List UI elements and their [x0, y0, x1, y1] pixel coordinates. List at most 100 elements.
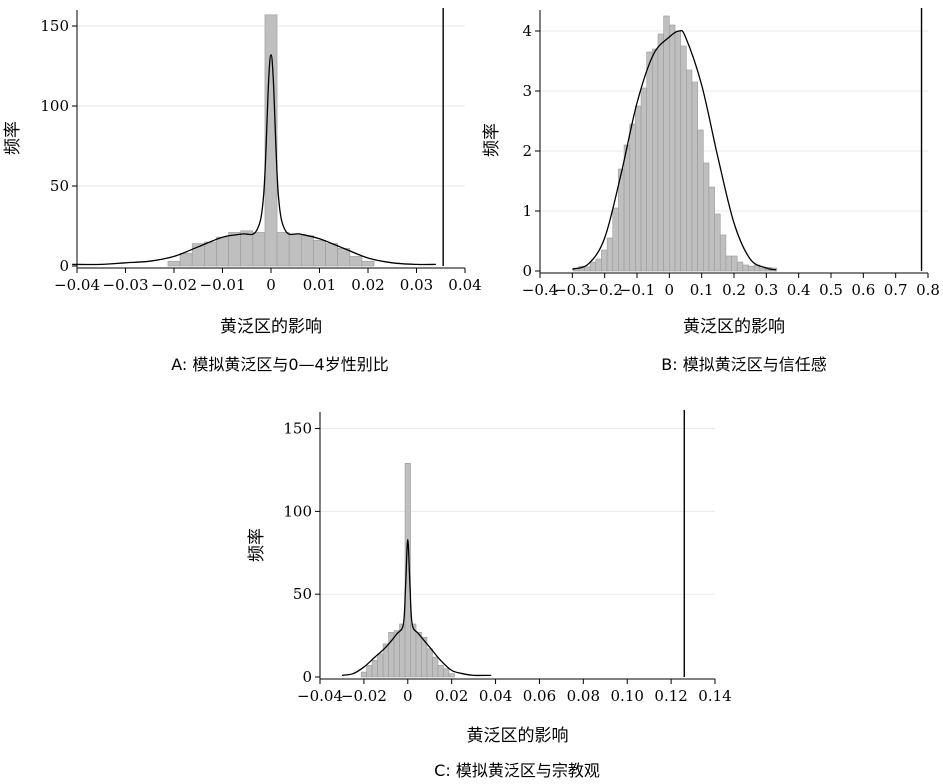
histogram-bar [606, 237, 614, 272]
y-axis-label: 频率 [482, 123, 502, 157]
histogram-bar [399, 623, 406, 678]
x-tick-label: −0.4 [522, 281, 558, 299]
histogram-bar [657, 33, 664, 272]
x-tick-label: 0.03 [400, 276, 433, 294]
histogram-bar [252, 232, 266, 267]
x-tick-label: −0.02 [341, 687, 387, 705]
histogram-bar [674, 30, 681, 272]
histogram-bar [404, 463, 411, 678]
histogram-bar [301, 235, 314, 267]
y-tick-label: 4 [522, 22, 532, 40]
histogram-bar [426, 648, 433, 678]
y-tick-label: 100 [283, 502, 312, 520]
histogram-bar [612, 207, 619, 272]
histogram-bar [216, 236, 229, 267]
y-axis-label: 频率 [247, 528, 267, 562]
histogram-bar [731, 255, 738, 272]
y-tick-label: 150 [283, 420, 312, 438]
x-tick-label: 0.1 [690, 281, 714, 299]
density-curve [572, 29, 777, 271]
histogram-bar [366, 665, 373, 678]
x-tick-label: −0.01 [200, 276, 246, 294]
panel-caption: C: 模拟黄泛区与宗教观 [434, 761, 600, 780]
x-tick-label: 0.10 [611, 687, 644, 705]
x-tick-label: −0.04 [297, 687, 343, 705]
y-tick-label: 100 [40, 97, 69, 115]
x-tick-label: 0.01 [303, 276, 336, 294]
x-tick-label: 0.2 [722, 281, 746, 299]
histogram-bar [584, 266, 591, 272]
histogram-bar [228, 232, 241, 267]
histogram-bar [702, 162, 710, 272]
histogram-bar [652, 48, 659, 272]
x-tick-label: 0.8 [916, 281, 940, 299]
x-tick-label: −0.03 [103, 276, 149, 294]
histogram-bar [742, 264, 749, 272]
x-tick-label: 0.6 [851, 281, 875, 299]
y-axis-label: 频率 [3, 121, 23, 155]
x-axis-label: 黄泛区的影响 [467, 726, 569, 746]
histogram-bar [669, 24, 676, 272]
histogram-bar [415, 631, 422, 678]
x-tick-label: 0.04 [448, 276, 481, 294]
panel-caption: B: 模拟黄泛区与信任感 [661, 355, 826, 374]
y-tick-label: 3 [522, 82, 532, 100]
histogram-bar [686, 69, 693, 272]
panel-a: 0 50 100 150 −0.04 −0.03 −0.02 −0.01 0 0.01 0.02 0.… [3, 8, 482, 374]
histogram-bar [410, 623, 417, 678]
x-tick-label: −0.04 [54, 276, 100, 294]
histogram-bar [377, 653, 384, 678]
x-tick-label: 0.7 [884, 281, 908, 299]
histogram-bar [663, 15, 670, 272]
x-tick-label: −0.1 [619, 281, 655, 299]
histogram-bar [288, 233, 302, 267]
x-axis-label: 黄泛区的影响 [683, 317, 785, 337]
histogram-bar [264, 14, 278, 267]
histogram-bar [601, 249, 608, 272]
histogram-bar [635, 105, 642, 272]
histogram-bar [759, 267, 766, 272]
histogram-bar [691, 81, 698, 272]
panel-c: 0 50 100 150 −0.04−0.02 0 0.02 0.04 0.06 0.08 0.10… [247, 410, 732, 780]
density-curve [341, 538, 492, 677]
x-tick-label: 0 [266, 276, 276, 294]
x-axis-label: 黄泛区的影响 [220, 317, 322, 337]
x-tick-label: 0.5 [819, 281, 843, 299]
histogram-bar [708, 186, 715, 272]
y-tick-label: 2 [522, 142, 532, 160]
x-tick-label: 0.12 [654, 687, 687, 705]
histogram-bar [167, 260, 181, 267]
histogram-bar [595, 258, 602, 272]
x-tick-label: 0.02 [351, 276, 384, 294]
histogram-bar [276, 232, 290, 267]
x-tick-label: −0.2 [586, 281, 622, 299]
y-tick-label: 50 [293, 585, 312, 603]
histogram-bar [646, 51, 653, 272]
x-tick-label: 0.04 [479, 687, 512, 705]
y-tick-label: 0 [302, 668, 312, 686]
histogram-bar [448, 673, 455, 678]
y-tick-label: 0 [59, 257, 69, 275]
histogram-bar [349, 256, 363, 267]
histogram-bar [719, 234, 727, 272]
x-tick-label: 0 [665, 281, 675, 299]
histogram-bar [240, 230, 254, 267]
histogram-bar [736, 261, 744, 272]
histogram-bar [640, 87, 648, 272]
x-tick-label: 0.06 [523, 687, 556, 705]
histogram-bar [360, 671, 367, 678]
histogram-bar [204, 241, 217, 267]
histogram-bar [623, 144, 631, 272]
histogram-bar [748, 265, 755, 272]
histogram-bar [629, 123, 636, 272]
x-tick-label: −0.3 [554, 281, 590, 299]
y-tick-label: 150 [40, 17, 69, 35]
histogram-bar [325, 243, 338, 267]
x-tick-label: 0 [403, 687, 413, 705]
histogram-bar [371, 660, 378, 678]
histogram-bar [443, 668, 450, 678]
histogram-bar [437, 665, 444, 678]
x-tick-label: 0.08 [567, 687, 600, 705]
histogram-bar [725, 255, 732, 272]
